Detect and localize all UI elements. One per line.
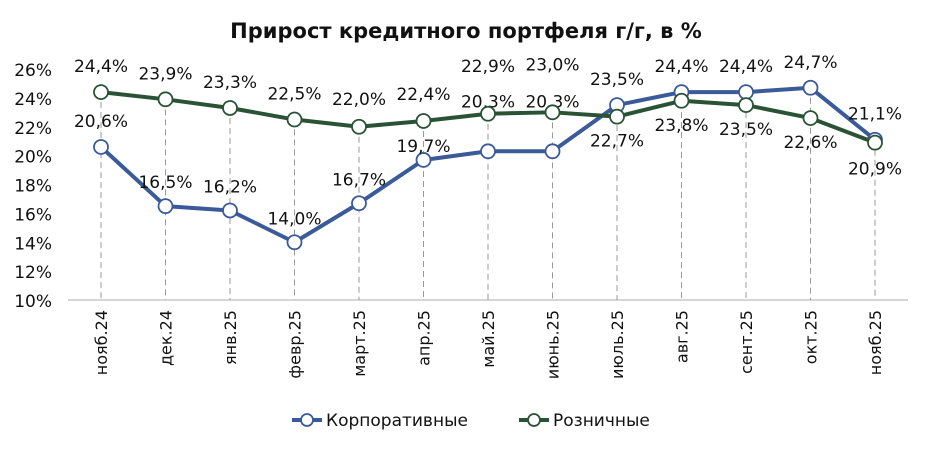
data-label: 24,4%: [654, 57, 708, 77]
data-label: 24,4%: [719, 57, 773, 77]
y-tick-label: 12%: [14, 263, 52, 283]
data-label: 20,9%: [848, 160, 902, 180]
data-point: [480, 105, 496, 122]
x-tick-label: июнь.25: [544, 310, 563, 379]
x-tick-label: май.25: [479, 310, 498, 368]
data-point: [157, 91, 174, 108]
data-point: [480, 143, 496, 160]
data-point: [286, 111, 303, 128]
y-tick-label: 14%: [14, 234, 52, 254]
y-tick-label: 18%: [14, 177, 52, 197]
data-label: 23,5%: [719, 120, 773, 140]
data-point: [93, 84, 109, 100]
data-label: 24,7%: [783, 53, 837, 73]
data-point: [544, 104, 561, 121]
x-tick-label: нояб.25: [866, 310, 885, 375]
data-label: 16,7%: [332, 170, 386, 190]
data-label: 23,8%: [654, 116, 708, 136]
data-point: [802, 79, 819, 96]
x-tick-label: сент.25: [737, 310, 756, 374]
data-label: 22,6%: [783, 133, 837, 153]
data-point: [738, 97, 754, 113]
x-tick-label: нояб.24: [92, 310, 111, 375]
x-tick-label: окт.25: [802, 310, 821, 364]
legend-label: Корпоративные: [326, 411, 468, 431]
data-label: 20,3%: [461, 92, 515, 112]
data-label: 23,5%: [590, 70, 644, 90]
x-tick-label: июль.25: [608, 310, 627, 379]
data-point: [415, 152, 432, 168]
data-point: [802, 110, 819, 126]
y-tick-label: 10%: [14, 292, 52, 312]
data-label: 22,4%: [396, 85, 450, 105]
y-tick-label: 26%: [14, 61, 52, 81]
x-tick-label: дек.24: [157, 310, 176, 366]
data-label: 16,2%: [203, 177, 257, 197]
data-point: [609, 108, 625, 125]
data-point: [93, 139, 109, 155]
data-point: [222, 100, 238, 116]
legend-label: Розничные: [553, 411, 650, 431]
data-label: 14,0%: [267, 209, 321, 229]
data-label: 22,9%: [461, 57, 515, 77]
x-tick-label: февр.25: [286, 310, 305, 379]
data-label: 23,9%: [138, 64, 192, 84]
data-label: 16,5%: [138, 173, 192, 193]
data-point: [222, 202, 238, 219]
y-tick-label: 20%: [14, 148, 52, 168]
data-label: 19,7%: [396, 137, 450, 157]
chart-title: Прирост кредитного портфеля г/г, в %: [230, 19, 702, 43]
data-label: 22,5%: [267, 85, 321, 105]
data-label: 21,1%: [848, 105, 902, 125]
data-label: 23,0%: [525, 55, 579, 75]
data-label: 20,6%: [74, 112, 128, 132]
y-tick-label: 22%: [14, 119, 52, 139]
y-tick-label: 24%: [14, 90, 52, 110]
data-label: 22,7%: [590, 132, 644, 152]
x-tick-label: март.25: [350, 310, 369, 377]
data-label: 23,3%: [203, 73, 257, 93]
data-label: 22,0%: [332, 90, 386, 110]
data-point: [286, 234, 303, 251]
data-point: [157, 198, 174, 215]
y-tick-label: 16%: [14, 205, 52, 225]
data-point: [673, 92, 690, 109]
legend-marker: [527, 413, 541, 427]
data-point: [351, 195, 367, 212]
x-tick-label: авг.25: [673, 310, 692, 363]
data-label: 20,3%: [525, 92, 579, 112]
data-point: [544, 143, 561, 160]
x-tick-label: янв.25: [221, 310, 240, 365]
x-tick-label: апр.25: [415, 310, 434, 366]
data-point: [867, 134, 883, 151]
data-point: [415, 113, 432, 129]
data-label: 24,4%: [74, 57, 128, 77]
data-point: [738, 84, 754, 100]
data-point: [351, 118, 367, 135]
legend-marker: [300, 413, 314, 427]
